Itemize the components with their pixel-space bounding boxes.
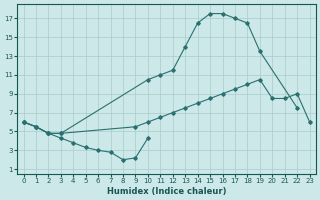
X-axis label: Humidex (Indice chaleur): Humidex (Indice chaleur) — [107, 187, 226, 196]
